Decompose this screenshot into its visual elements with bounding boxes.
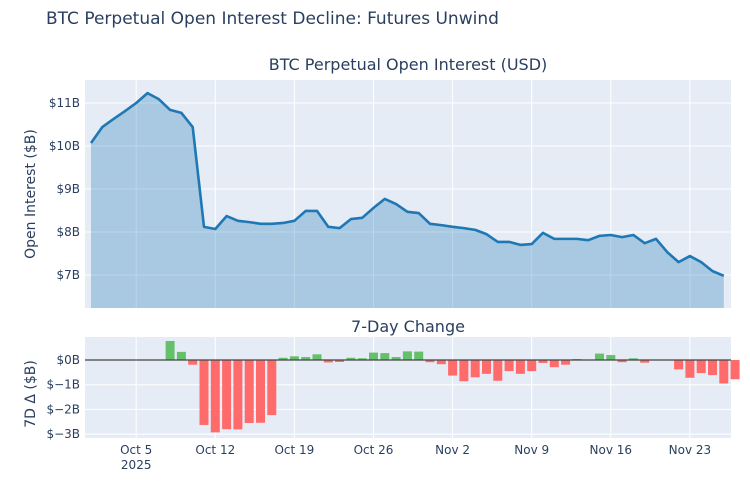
positive-bar bbox=[346, 357, 356, 360]
negative-bar bbox=[527, 360, 537, 372]
x-tick-label: Nov 16 bbox=[590, 443, 633, 457]
negative-bar bbox=[210, 360, 220, 433]
upper-plot: $7B $8B $9B $10B $11B BTC Perpetual Open Int… bbox=[23, 55, 731, 308]
open-interest-area bbox=[91, 93, 724, 308]
y-tick-label: $−2B bbox=[46, 402, 80, 416]
x-tick-label: Nov 23 bbox=[669, 443, 712, 457]
y-tick-label: $−1B bbox=[46, 378, 80, 392]
y-tick-label: $7B bbox=[56, 268, 80, 282]
upper-y-axis-title: Open Interest ($B) bbox=[23, 129, 39, 259]
y-tick-label: $0B bbox=[56, 353, 80, 367]
x-tick-label: Oct 5 bbox=[120, 443, 152, 457]
positive-bar bbox=[165, 340, 175, 360]
positive-bar bbox=[380, 353, 390, 360]
negative-bar bbox=[719, 360, 729, 384]
change-bars bbox=[165, 340, 740, 433]
positive-bar bbox=[402, 351, 412, 360]
negative-bar bbox=[425, 360, 435, 363]
negative-bar bbox=[504, 360, 514, 372]
negative-bar bbox=[482, 360, 491, 374]
negative-bar bbox=[708, 360, 717, 376]
upper-plot-background bbox=[85, 80, 731, 308]
negative-bar bbox=[436, 360, 446, 365]
negative-bar bbox=[244, 360, 254, 423]
positive-bar bbox=[357, 358, 367, 360]
positive-bar bbox=[176, 351, 186, 360]
y-tick-label: $−3B bbox=[46, 427, 80, 441]
x-tick-label: Oct 12 bbox=[195, 443, 235, 457]
y-tick-label: $8B bbox=[56, 225, 80, 239]
negative-bar bbox=[335, 360, 345, 362]
lower-y-ticks: $0B $−1B $−2B $−3B bbox=[46, 353, 80, 441]
open-interest-line bbox=[89, 91, 725, 278]
negative-bar bbox=[470, 360, 480, 378]
positive-bar bbox=[391, 357, 401, 360]
positive-bar bbox=[369, 352, 378, 360]
negative-bar bbox=[515, 360, 525, 374]
negative-bar bbox=[538, 360, 548, 363]
negative-bar bbox=[561, 360, 571, 365]
negative-bar bbox=[233, 360, 243, 430]
x-tick-label: Oct 26 bbox=[354, 443, 394, 457]
negative-bar bbox=[199, 360, 209, 425]
negative-bar bbox=[674, 360, 684, 370]
negative-bar bbox=[256, 360, 265, 423]
negative-bar bbox=[730, 360, 740, 380]
lower-gridlines bbox=[85, 337, 731, 438]
upper-subplot-title: BTC Perpetual Open Interest (USD) bbox=[269, 55, 548, 74]
negative-bar bbox=[222, 360, 232, 430]
positive-bar bbox=[606, 355, 616, 360]
upper-gridlines bbox=[85, 80, 731, 308]
negative-bar bbox=[323, 360, 333, 363]
x-tick-label: Nov 2 bbox=[435, 443, 470, 457]
figure-title: BTC Perpetual Open Interest Decline: Fut… bbox=[46, 9, 499, 29]
y-tick-label: $9B bbox=[56, 182, 80, 196]
upper-y-ticks: $7B $8B $9B $10B $11B bbox=[49, 96, 80, 282]
negative-bar bbox=[188, 360, 198, 365]
positive-bar bbox=[595, 353, 604, 360]
x-tick-year: 2025 bbox=[121, 458, 152, 472]
negative-bar bbox=[696, 360, 706, 374]
negative-bar bbox=[549, 360, 559, 368]
lower-subplot-title: 7-Day Change bbox=[351, 317, 465, 336]
negative-bar bbox=[267, 360, 277, 416]
positive-bar bbox=[278, 357, 288, 360]
positive-bar bbox=[628, 358, 638, 360]
positive-bar bbox=[289, 356, 299, 360]
positive-bar bbox=[312, 354, 322, 360]
negative-bar bbox=[640, 360, 650, 363]
negative-bar bbox=[617, 360, 627, 363]
negative-bar bbox=[459, 360, 469, 382]
positive-bar bbox=[301, 357, 311, 360]
y-tick-label: $10B bbox=[49, 139, 80, 153]
x-tick-label: Oct 19 bbox=[274, 443, 314, 457]
lower-y-axis-title: 7D Δ ($B) bbox=[23, 360, 39, 428]
negative-bar bbox=[448, 360, 458, 376]
y-tick-label: $11B bbox=[49, 96, 80, 110]
negative-bar bbox=[493, 360, 503, 381]
positive-bar bbox=[414, 351, 424, 360]
negative-bar bbox=[685, 360, 695, 378]
x-tick-label: Nov 9 bbox=[514, 443, 549, 457]
